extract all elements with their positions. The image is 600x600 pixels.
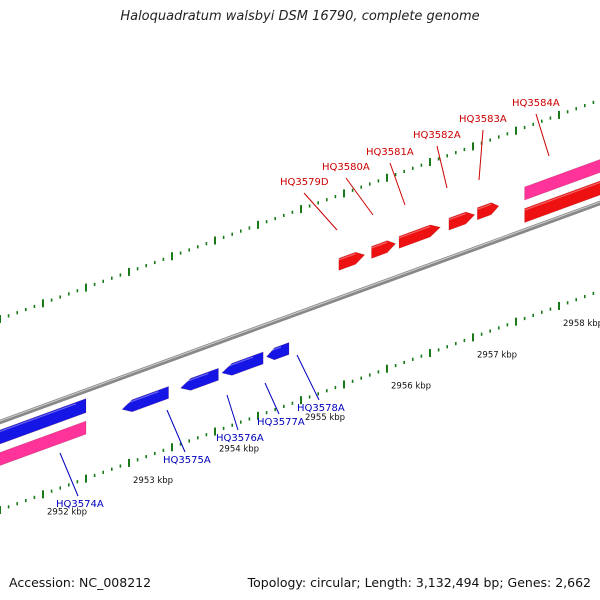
gene-label-HQ3583A: HQ3583A [459,114,507,125]
gene-label-HQ3582A: HQ3582A [413,130,461,141]
label-leader [478,129,484,181]
accession-label: Accession: NC_008212 [9,575,152,590]
forward-gene-HQ3581A [398,224,441,249]
forward-gene-HQ3583A-highlight [477,203,492,210]
label-leader [166,409,186,453]
gene-label-HQ3578A: HQ3578A [297,403,345,414]
forward-gene-HQ3582A [448,211,476,231]
genome-backbone [0,200,600,425]
forward-gene-HQ3580A-highlight [371,241,388,249]
reverse-gene-HQ3576A-highlight [180,372,209,385]
scale-label: 2953 kbp [133,476,173,486]
reverse-gene-HQ3577A-highlight [221,356,254,370]
gene-label-HQ3577A: HQ3577A [257,417,305,428]
label-leader [59,452,79,497]
rna-band-forward [524,159,600,201]
label-leader [296,354,320,401]
reverse-gene-HQ3578A [266,342,290,361]
gene-label-HQ3580A: HQ3580A [322,162,370,173]
gene-label-HQ3584A: HQ3584A [512,98,560,109]
label-leader [389,162,406,206]
forward-gene-HQ3579D [338,251,366,271]
genome-stats-label: Topology: circular; Length: 3,132,494 bp… [247,575,591,590]
reverse-gene-HQ3576A [179,367,219,391]
genome-backbone-highlight [0,201,600,422]
gene-label-HQ3581A: HQ3581A [366,147,414,158]
reverse-gene-HQ3574A [0,398,87,445]
map-title: Haloquadratum walsbyi DSM 16790, complet… [120,9,480,24]
scale-label: 2952 kbp [47,507,87,517]
label-leader [226,394,239,431]
forward-gene-HQ3579D-highlight [338,253,356,261]
rna-band-reverse [0,420,87,466]
reverse-gene-HQ3578A-highlight [266,346,282,353]
reverse-gene-HQ3577A [221,351,264,376]
gene-label-HQ3575A: HQ3575A [163,455,211,466]
scale-label: 2954 kbp [219,445,259,455]
forward-gene-HQ3581A-highlight [398,225,431,239]
label-leader [345,177,374,216]
scale-label: 2957 kbp [477,350,517,360]
reverse-gene-HQ3575A-highlight [121,391,159,406]
forward-gene-HQ3580A [371,240,397,259]
label-leader [264,382,280,415]
label-leader [535,113,550,157]
gene-label-HQ3576A: HQ3576A [216,433,264,444]
scale-label: 2956 kbp [391,382,431,392]
forward-gene-HQ3584A [524,180,600,223]
forward-gene-HQ3583A [476,202,500,221]
label-leader [303,192,338,231]
forward-gene-HQ3582A-highlight [448,212,466,221]
gene-label-HQ3579D: HQ3579D [280,177,329,188]
scale-label: 2955 kbp [305,413,345,423]
reverse-gene-HQ3574A-highlight [0,403,77,433]
scale-label: 2958 kbp [563,319,600,329]
forward-gene-HQ3584A-highlight [524,181,600,211]
gene-label-HQ3574A: HQ3574A [56,499,104,510]
label-leader [436,145,448,189]
reverse-gene-HQ3575A [121,386,169,413]
